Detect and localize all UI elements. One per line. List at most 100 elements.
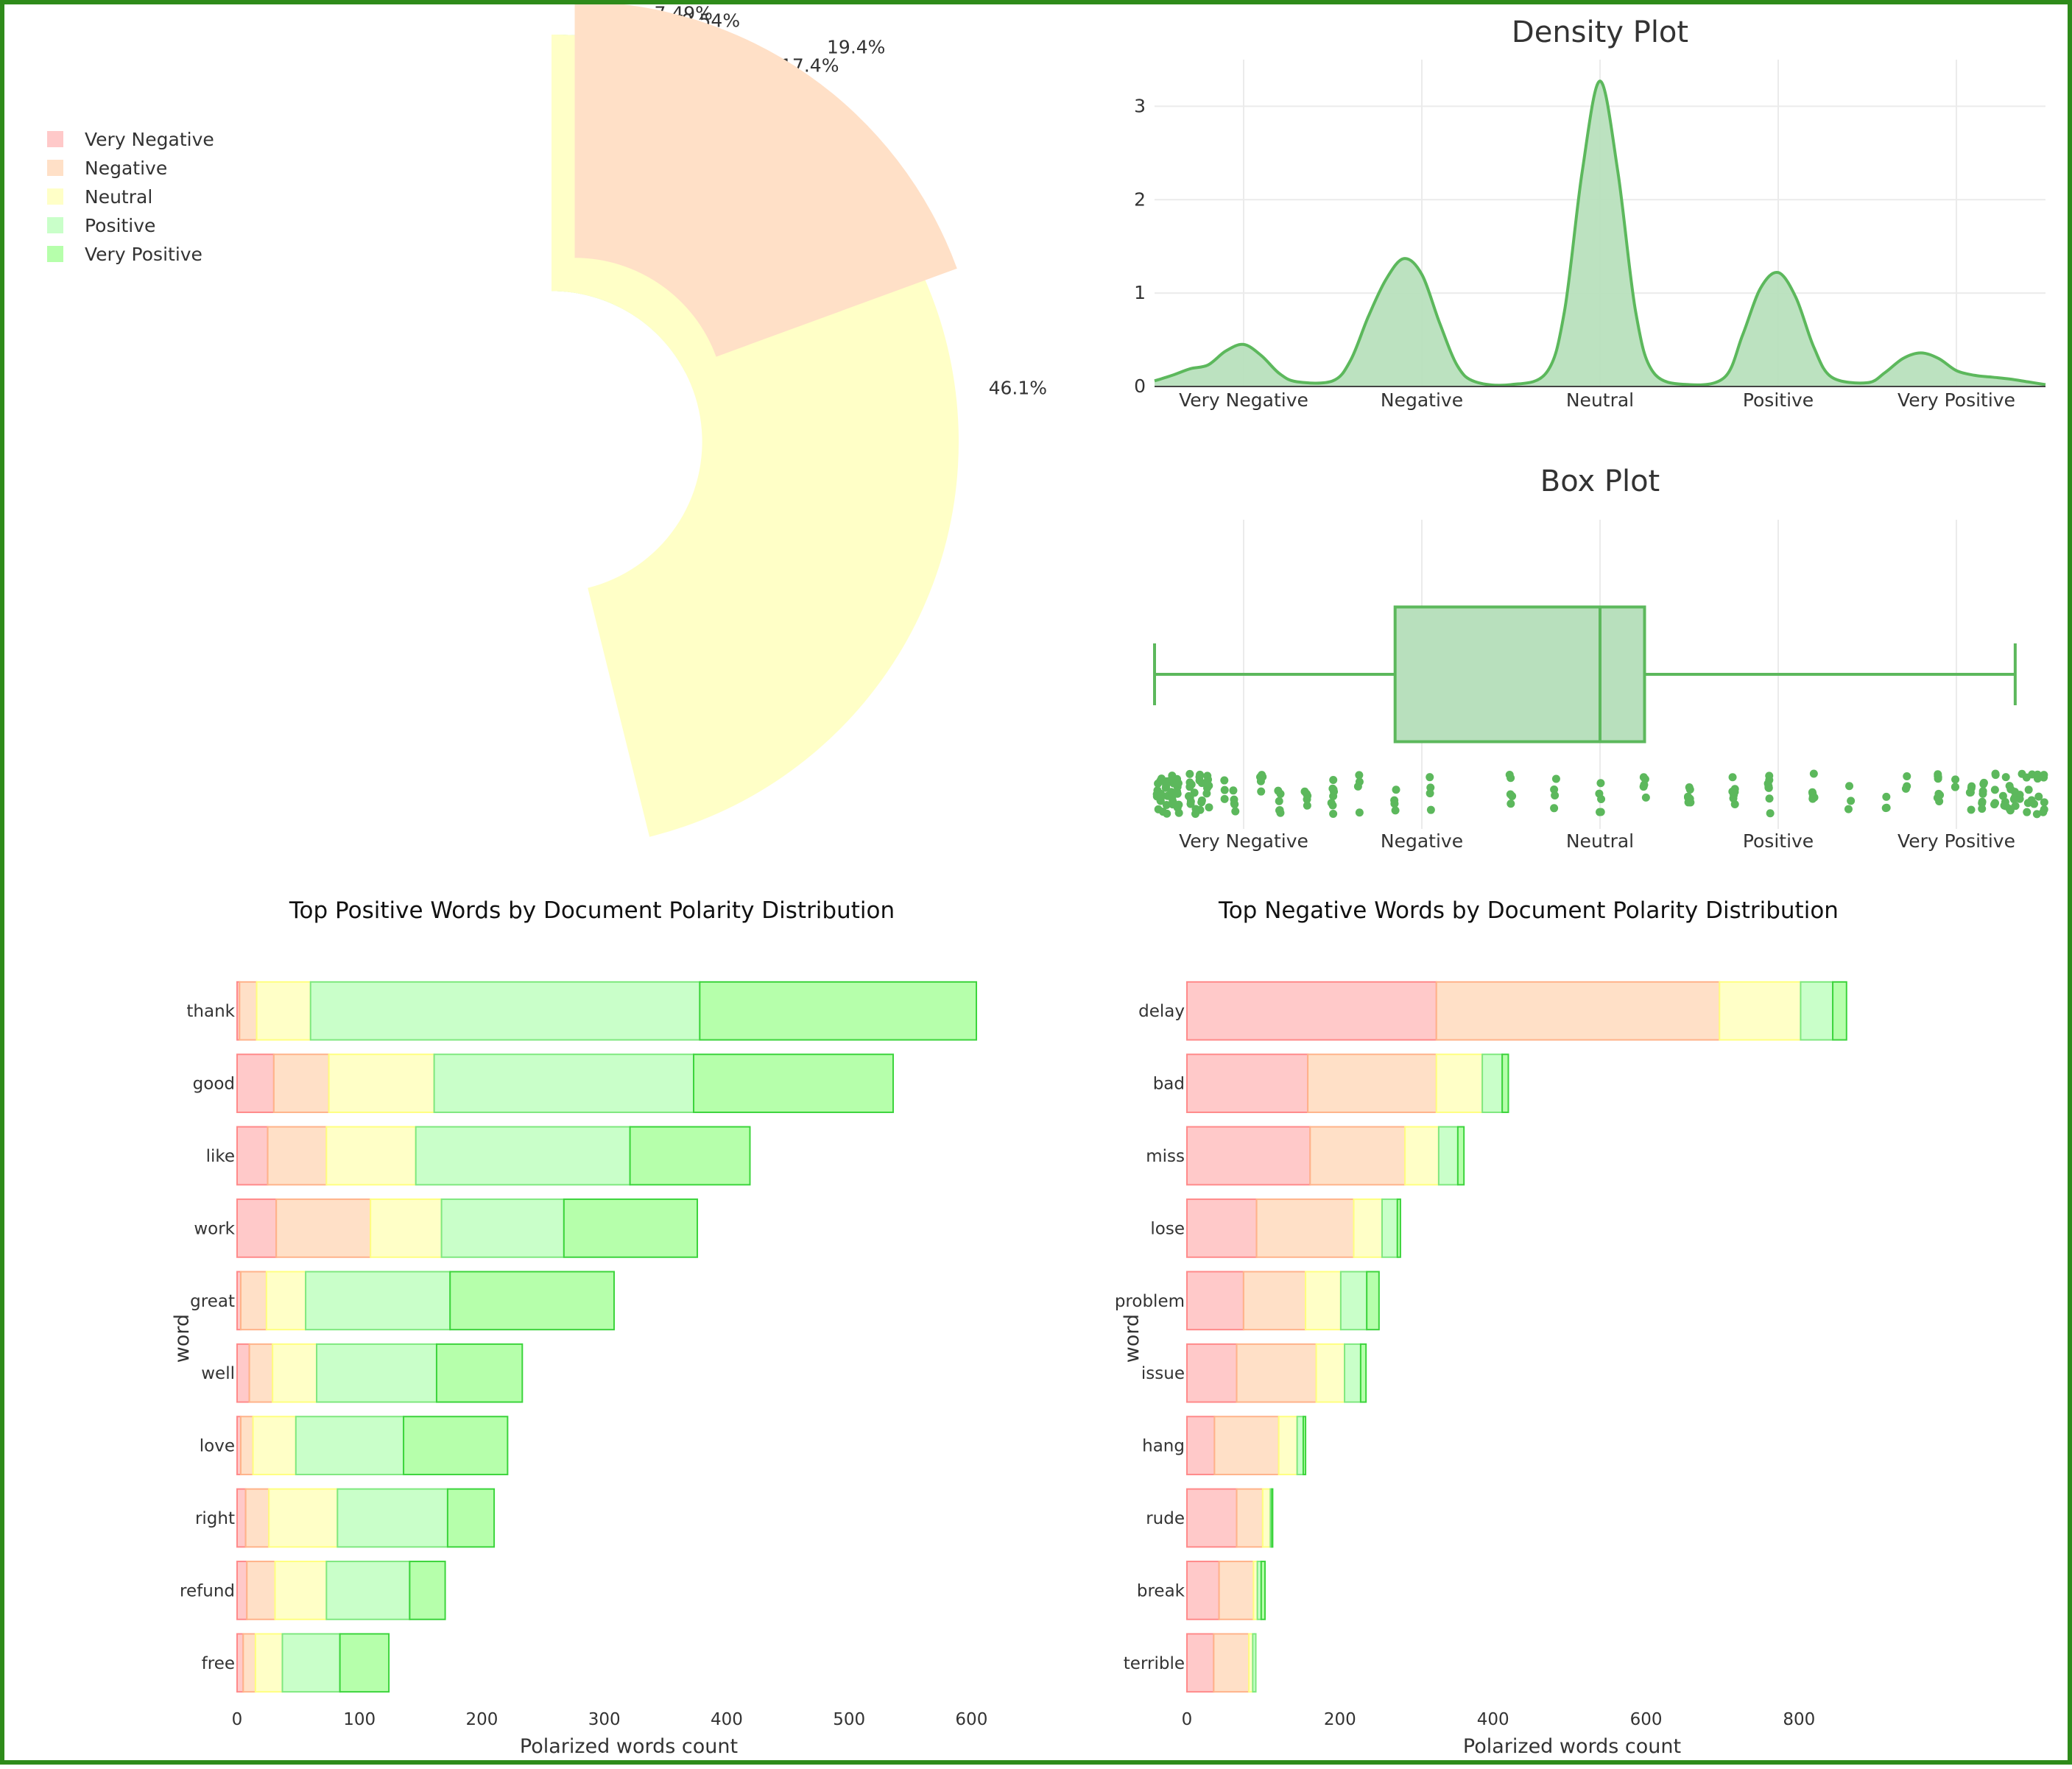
bar-problem-very-negative — [1186, 1271, 1244, 1331]
box-point — [1173, 774, 1182, 783]
bar-category-great: great — [190, 1292, 235, 1311]
box-point — [1978, 789, 1987, 798]
bar-x-tick: 200 — [466, 1710, 498, 1729]
bar-right-very-negative — [236, 1488, 247, 1548]
box-point — [1392, 785, 1400, 794]
bar-category-free: free — [202, 1654, 235, 1673]
box-point — [1596, 779, 1605, 788]
bar-good-very-negative — [236, 1053, 275, 1113]
pie-label-neutral: 46.1% — [989, 378, 1047, 399]
bar-well-negative — [248, 1343, 274, 1403]
bar-good-positive — [433, 1053, 695, 1113]
bar-category-thank: thank — [186, 1002, 235, 1021]
bar-lose-very-positive — [1396, 1198, 1401, 1258]
legend-item-very-negative[interactable]: Very Negative — [47, 129, 214, 150]
box-point — [1426, 805, 1435, 814]
bar-great-very-positive — [449, 1271, 615, 1331]
bar-hang-negative — [1213, 1416, 1280, 1475]
bar-work-positive — [440, 1198, 565, 1258]
bar-category-terrible: terrible — [1124, 1654, 1185, 1673]
negative-words-chart: Top Negative Words by Document Polarity … — [1115, 897, 1847, 1758]
bar-terrible-very-negative — [1186, 1633, 1215, 1693]
box-point — [1934, 773, 1942, 782]
bar-love-negative — [239, 1416, 254, 1475]
bar-x-tick: 600 — [955, 1710, 987, 1729]
box-point — [1275, 797, 1283, 805]
box-point — [1257, 787, 1266, 796]
positive-y-axis-title: word — [171, 1314, 194, 1363]
box-title: Box Plot — [1540, 465, 1660, 498]
legend-swatch-very-negative — [47, 131, 63, 147]
bar-good-neutral — [328, 1053, 435, 1113]
box-point — [1426, 773, 1434, 782]
box-point — [1507, 799, 1515, 808]
box-point — [1329, 775, 1338, 784]
bar-great-negative — [239, 1271, 267, 1331]
bar-category-good: good — [193, 1075, 235, 1094]
legend-swatch-negative — [47, 160, 63, 176]
box-point — [1901, 784, 1910, 793]
legend-swatch-neutral — [47, 188, 63, 205]
density-x-tick: Positive — [1743, 389, 1814, 411]
legend-label-negative: Negative — [85, 158, 167, 179]
bar-issue-positive — [1344, 1343, 1361, 1403]
box-point — [1355, 808, 1364, 817]
box-point — [1231, 807, 1240, 816]
bar-like-positive — [415, 1126, 631, 1186]
bar-work-negative — [275, 1198, 372, 1258]
box-point — [2027, 796, 2036, 805]
pie-slice-negative — [574, 4, 957, 357]
box-point — [1303, 801, 1311, 810]
bar-delay-neutral — [1719, 981, 1802, 1041]
density-x-tick: Very Positive — [1897, 389, 2015, 411]
box-point — [1965, 788, 1974, 797]
positive-chart-title: Top Positive Words by Document Polarity … — [289, 897, 895, 924]
legend-item-very-positive[interactable]: Very Positive — [47, 244, 202, 265]
bar-break-negative — [1218, 1561, 1255, 1620]
bar-rude-negative — [1236, 1488, 1264, 1548]
box-point — [1951, 783, 1959, 791]
box-point — [1766, 809, 1775, 818]
box-point — [2040, 798, 2048, 807]
box-point — [1195, 772, 1204, 781]
bar-rude-very-negative — [1186, 1488, 1238, 1548]
box-point — [1205, 803, 1213, 812]
box-point — [1765, 794, 1774, 803]
bar-thank-neutral — [256, 981, 311, 1041]
box-point — [1329, 809, 1338, 818]
bar-rude-neutral — [1261, 1488, 1272, 1548]
box-point — [2015, 794, 2024, 803]
bar-x-tick: 300 — [588, 1710, 621, 1729]
bar-delay-very-positive — [1832, 981, 1847, 1041]
box-point — [1256, 777, 1265, 785]
bar-like-neutral — [325, 1126, 417, 1186]
bar-bad-very-negative — [1186, 1053, 1309, 1113]
box-point — [1507, 774, 1515, 783]
legend-item-positive[interactable]: Positive — [47, 215, 155, 236]
box-point — [1174, 808, 1183, 817]
box-point — [1845, 782, 1854, 791]
bar-free-very-positive — [339, 1633, 390, 1693]
box-point — [1550, 804, 1559, 813]
legend-item-negative[interactable]: Negative — [47, 158, 167, 179]
bar-right-neutral — [268, 1488, 339, 1548]
density-x-tick: Negative — [1381, 389, 1463, 411]
box-point — [1230, 795, 1238, 804]
box-point — [1683, 792, 1692, 801]
bar-lose-negative — [1255, 1198, 1355, 1258]
legend-label-positive: Positive — [85, 215, 155, 236]
legend-item-neutral[interactable]: Neutral — [47, 186, 152, 208]
bar-refund-negative — [246, 1561, 276, 1620]
box-x-tick: Very Positive — [1897, 830, 2015, 852]
pie-chart: 9.54%7.49%17.4%46.1%19.4% — [552, 4, 1047, 837]
box-point — [1203, 771, 1212, 780]
bar-terrible-positive — [1252, 1633, 1257, 1693]
box-point — [1197, 796, 1206, 805]
box-point — [1276, 789, 1285, 798]
box-point — [1991, 771, 2000, 780]
bar-category-rude: rude — [1146, 1509, 1185, 1528]
bar-issue-very-positive — [1359, 1343, 1367, 1403]
bar-free-negative — [242, 1633, 256, 1693]
bar-x-tick: 400 — [1477, 1710, 1509, 1729]
box-point — [1903, 771, 1911, 780]
